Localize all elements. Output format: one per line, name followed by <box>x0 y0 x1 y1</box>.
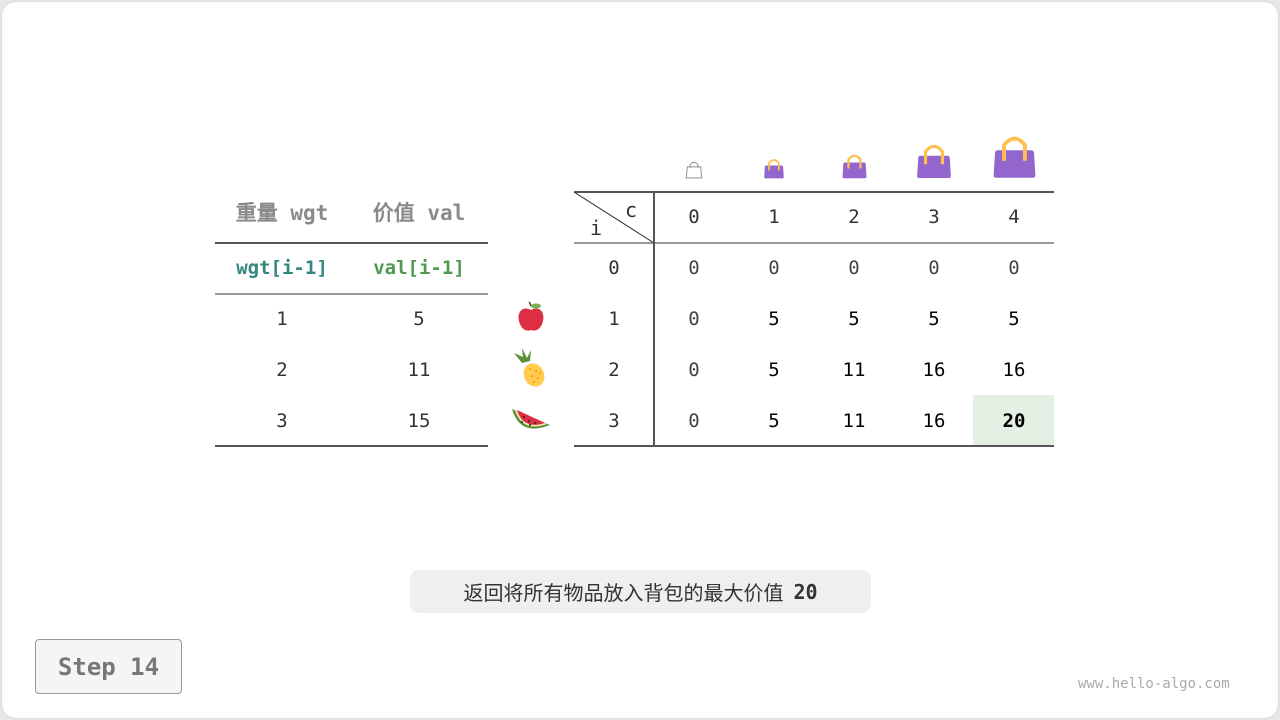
subheader-wgt: wgt[i-1] <box>236 257 328 279</box>
pineapple-icon <box>514 348 545 387</box>
corner-i: i <box>589 216 603 240</box>
dp-cell: 0 <box>688 359 700 381</box>
dp-cell: 20 <box>1002 410 1026 432</box>
dp-cell: 11 <box>842 410 866 432</box>
item-value: 5 <box>413 308 425 330</box>
dp-cell: 5 <box>1008 308 1020 330</box>
dp-cell: 0 <box>1008 257 1020 279</box>
row-header: 0 <box>608 257 620 279</box>
bag-icon-empty <box>685 161 703 179</box>
header-weight: 重量 wgt <box>235 201 329 225</box>
item-weight: 1 <box>276 308 288 330</box>
dp-cell: 11 <box>842 359 866 381</box>
item-value: 11 <box>407 359 431 381</box>
divider <box>653 192 655 446</box>
highlight-cell <box>973 395 1054 446</box>
col-header: 1 <box>768 206 780 228</box>
dp-cell: 5 <box>768 359 780 381</box>
dp-cell: 16 <box>1002 359 1026 381</box>
divider <box>574 445 1054 447</box>
bag-icon <box>917 144 951 178</box>
item-value: 15 <box>407 410 431 432</box>
caption-text: 返回将所有物品放入背包的最大价值 <box>463 581 784 605</box>
dp-cell: 0 <box>848 257 860 279</box>
apple-icon <box>518 301 544 331</box>
dp-cell: 0 <box>928 257 940 279</box>
item-weight: 2 <box>276 359 288 381</box>
bag-icon <box>993 136 1035 178</box>
divider <box>215 445 488 447</box>
row-header: 1 <box>608 308 620 330</box>
watermelon-icon <box>512 409 550 429</box>
col-header: 0 <box>688 206 700 228</box>
subheader-val: val[i-1] <box>373 257 465 279</box>
divider <box>574 191 1054 193</box>
dp-cell: 0 <box>688 257 700 279</box>
dp-cell: 16 <box>922 410 946 432</box>
bag-icon <box>764 159 784 179</box>
col-header: 4 <box>1008 206 1020 228</box>
dp-cell: 16 <box>922 359 946 381</box>
dp-cell: 5 <box>768 410 780 432</box>
divider <box>215 293 488 295</box>
corner-diagonal <box>574 192 654 244</box>
dp-cell: 5 <box>768 308 780 330</box>
col-header: 3 <box>928 206 940 228</box>
dp-cell: 0 <box>688 410 700 432</box>
caption-value: 20 <box>793 579 818 604</box>
dp-cell: 0 <box>768 257 780 279</box>
item-weight: 3 <box>276 410 288 432</box>
header-value: 价值 val <box>372 201 466 225</box>
divider <box>574 242 1054 244</box>
col-header: 2 <box>848 206 860 228</box>
corner-c: c <box>624 198 638 222</box>
dp-cell: 0 <box>688 308 700 330</box>
divider <box>215 242 488 244</box>
dp-cell: 5 <box>928 308 940 330</box>
step-button[interactable]: Step 14 <box>35 639 182 694</box>
row-header: 3 <box>608 410 620 432</box>
row-header: 2 <box>608 359 620 381</box>
watermark: www.hello-algo.com <box>1078 676 1230 692</box>
dp-cell: 5 <box>848 308 860 330</box>
bag-icon <box>842 154 866 179</box>
caption: 返回将所有物品放入背包的最大价值 20 <box>410 570 871 613</box>
